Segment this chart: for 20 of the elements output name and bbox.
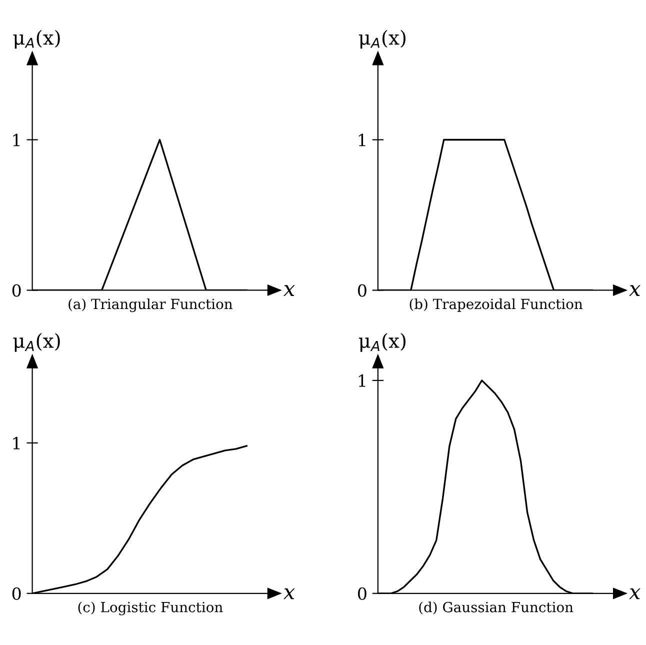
y-tick-label: 0	[358, 587, 366, 600]
x-axis-title: x	[629, 285, 640, 296]
y-axis-title: μ$_{A}$(x)	[358, 30, 406, 49]
text: (d) Gaussian Function	[419, 602, 574, 614]
y-tick-label: 1	[358, 134, 366, 146]
x-axis-title: x	[629, 588, 640, 600]
y-tick-label: 0	[358, 284, 366, 297]
y-axis-title: μ$_{A}$(x)	[358, 333, 406, 352]
y-tick-label: 1	[13, 436, 20, 450]
text: (a) Triangular Function	[68, 298, 232, 312]
y-axis-title: μ$_{A}$(x)	[13, 30, 60, 49]
y-axis-title: μ$_{A}$(x)	[13, 333, 60, 352]
x-axis-title: x	[283, 588, 295, 600]
text: (b) Trapezoidal Function	[410, 298, 583, 312]
y-tick-label: 1	[358, 374, 366, 387]
x-axis-title: x	[283, 285, 295, 296]
y-tick-label: 0	[12, 284, 21, 297]
y-tick-label: 0	[12, 587, 21, 600]
y-tick-label: 1	[13, 134, 20, 146]
text: (c) Logistic Function	[78, 602, 223, 616]
